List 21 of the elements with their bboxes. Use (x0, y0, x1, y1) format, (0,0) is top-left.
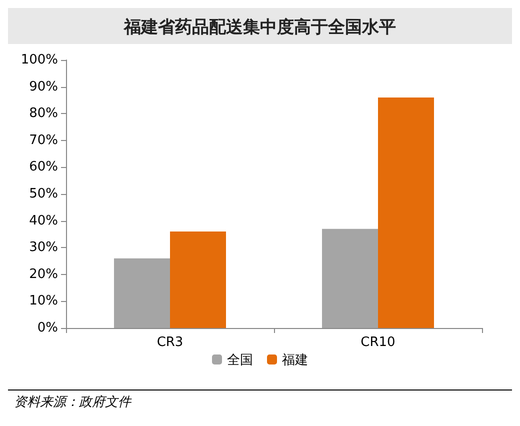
y-tick-label: 100% (20, 52, 58, 68)
y-tick-label: 70% (29, 132, 58, 148)
x-tick-label: CR3 (156, 335, 184, 350)
y-tick-label: 40% (29, 213, 58, 228)
y-tick-label: 0% (37, 320, 58, 336)
bar (322, 228, 378, 328)
y-tick-label: 50% (29, 186, 58, 202)
y-tick-label: 60% (29, 160, 58, 175)
text: 资料来源：政府文件 (14, 394, 132, 410)
legend-label: 福建 (282, 352, 308, 367)
y-tick-label: 10% (29, 294, 58, 309)
y-tick-label: 20% (29, 266, 58, 282)
bar (114, 258, 170, 328)
y-tick-label: 90% (29, 79, 58, 94)
bar (170, 232, 226, 328)
bar (378, 98, 434, 328)
y-tick-label: 80% (29, 106, 58, 122)
chart-title: 福建省药品配送集中度高于全国水平 (123, 18, 396, 38)
x-tick-label: CR10 (360, 335, 396, 350)
y-tick-label: 30% (29, 240, 58, 256)
legend-label: 全国 (227, 352, 253, 367)
